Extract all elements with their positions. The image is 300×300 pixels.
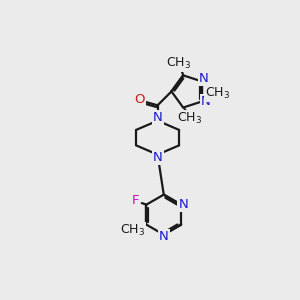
- Text: N: N: [199, 72, 208, 85]
- Text: CH$_3$: CH$_3$: [205, 86, 230, 101]
- Text: N: N: [201, 95, 211, 108]
- Text: F: F: [132, 194, 140, 207]
- Text: N: N: [159, 230, 169, 244]
- Text: N: N: [178, 198, 188, 211]
- Text: N: N: [153, 151, 163, 164]
- Text: N: N: [153, 111, 163, 124]
- Text: O: O: [135, 93, 145, 106]
- Text: CH$_3$: CH$_3$: [166, 56, 191, 70]
- Text: CH$_3$: CH$_3$: [177, 111, 202, 126]
- Text: CH$_3$: CH$_3$: [120, 223, 145, 238]
